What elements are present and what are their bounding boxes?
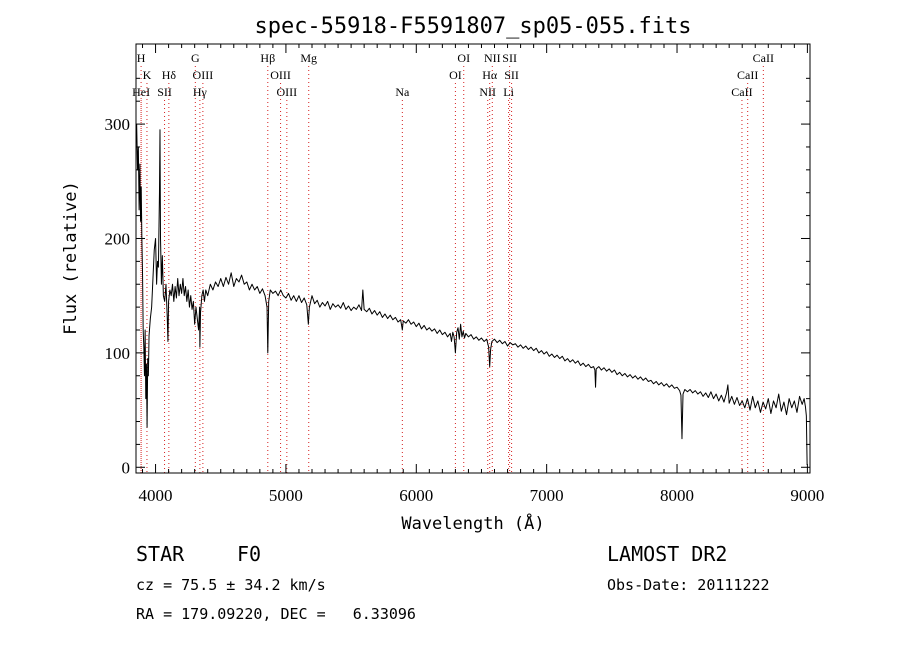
x-tick-label: 9000 [790,486,824,505]
reference-line-label: Mg [300,51,317,65]
plot-frame [135,43,811,474]
reference-line-label: Hα [482,68,498,82]
reference-line-label: CaII [753,51,774,65]
chart-title: spec-55918-F5591807_sp05-055.fits [254,14,691,39]
coordinates-readout: RA = 179.09220, DEC = 6.33096 [136,605,416,623]
reference-line-label: CaII [737,68,758,82]
y-axis-label: Flux (relative) [61,181,81,335]
reference-line-label: Hγ [193,85,208,99]
reference-line-label: OIII [277,85,298,99]
reference-line-labels: HK HeI Hδ SII G OIII Hγ Hβ OIII OIII Mg Na OI OI NII Hα… [132,51,774,99]
reference-line-label: SII [502,51,517,65]
observation-date: Obs-Date: 20111222 [607,576,770,594]
reference-line-label: Na [395,85,410,99]
series-layer [136,124,808,465]
spectrum-line [136,124,808,465]
reference-line-label: H [137,51,146,65]
y-axis: 0 100 200 300 [105,77,810,477]
reference-line-label: OIII [270,68,291,82]
object-subclass: F0 [237,542,261,566]
x-axis: 4000 5000 6000 7000 8000 9000 [139,44,824,505]
x-tick-label: 5000 [269,486,303,505]
reference-line-label: NII [479,85,496,99]
reference-line-label: CaII [731,85,752,99]
x-axis-label: Wavelength (Å) [401,512,544,534]
reference-line-label: HeI [132,85,150,99]
x-tick-label: 4000 [139,486,173,505]
survey-name: LAMOST DR2 [607,542,727,566]
y-tick-label: 100 [105,344,131,363]
x-tick-label: 7000 [530,486,564,505]
reference-line-label: NII [484,51,501,65]
reference-line-label: OIII [193,68,214,82]
y-tick-label: 300 [105,115,131,134]
reference-line-label: G [191,51,200,65]
reference-line-label: SII [504,68,519,82]
reference-lines [140,66,764,473]
reference-line-label: K [143,68,152,82]
reference-line-label: OI [457,51,470,65]
object-class: STAR [136,542,185,566]
reference-line-label: SII [157,85,172,99]
reference-line-label: Hδ [162,68,177,82]
y-tick-label: 0 [122,458,131,477]
y-tick-label: 200 [105,229,131,248]
x-tick-label: 6000 [399,486,433,505]
reference-line-label: Hβ [260,51,275,65]
redshift-readout: cz = 75.5 ± 34.2 km/s [136,576,326,594]
reference-line-label: Li [503,85,514,99]
x-tick-label: 8000 [660,486,694,505]
reference-line-label: OI [449,68,462,82]
